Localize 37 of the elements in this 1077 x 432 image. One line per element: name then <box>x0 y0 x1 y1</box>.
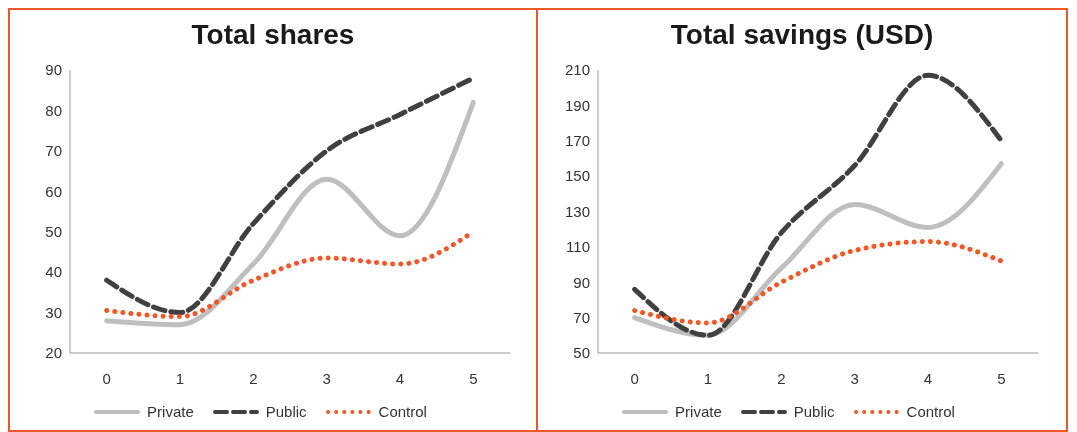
y-tick-label: 110 <box>566 238 590 256</box>
chart-title: Total shares <box>190 18 356 52</box>
y-tick-label: 190 <box>564 96 590 114</box>
y-tick-label: 90 <box>573 273 590 291</box>
chart-title: Total savings (USD) <box>669 18 935 52</box>
x-tick-label: 0 <box>630 369 639 387</box>
x-tick-label: 2 <box>777 369 786 387</box>
y-tick-label: 130 <box>564 202 590 220</box>
legend-label: Control <box>906 403 955 420</box>
y-tick-label: 50 <box>45 223 62 241</box>
x-tick-label: 4 <box>923 369 933 387</box>
legend-label: Public <box>265 403 307 420</box>
y-tick-label: 30 <box>45 303 62 321</box>
y-tick-label: 70 <box>45 142 62 160</box>
legend-label: Private <box>675 403 722 420</box>
x-tick-label: 2 <box>249 369 258 387</box>
x-tick-label: 0 <box>102 369 111 387</box>
y-tick-label: 70 <box>573 308 590 326</box>
x-tick-label: 1 <box>703 369 713 387</box>
y-tick-label: 150 <box>564 167 590 185</box>
legend-label: Control <box>378 403 427 420</box>
x-tick-label: 5 <box>997 369 1006 387</box>
y-tick-label: 170 <box>564 132 590 150</box>
legend-label: Private <box>147 403 194 420</box>
y-tick-label: 50 <box>573 344 590 362</box>
x-tick-label: 5 <box>469 369 478 387</box>
y-tick-label: 20 <box>45 344 62 362</box>
y-tick-label: 210 <box>564 61 590 79</box>
x-tick-label: 1 <box>175 369 185 387</box>
legend-label: Public <box>793 403 835 420</box>
y-tick-label: 80 <box>45 101 62 119</box>
x-tick-label: 3 <box>850 369 859 387</box>
y-tick-label: 90 <box>45 61 62 79</box>
y-tick-label: 60 <box>45 182 62 200</box>
x-tick-label: 3 <box>322 369 331 387</box>
x-tick-label: 4 <box>395 369 405 387</box>
y-tick-label: 40 <box>45 263 62 281</box>
